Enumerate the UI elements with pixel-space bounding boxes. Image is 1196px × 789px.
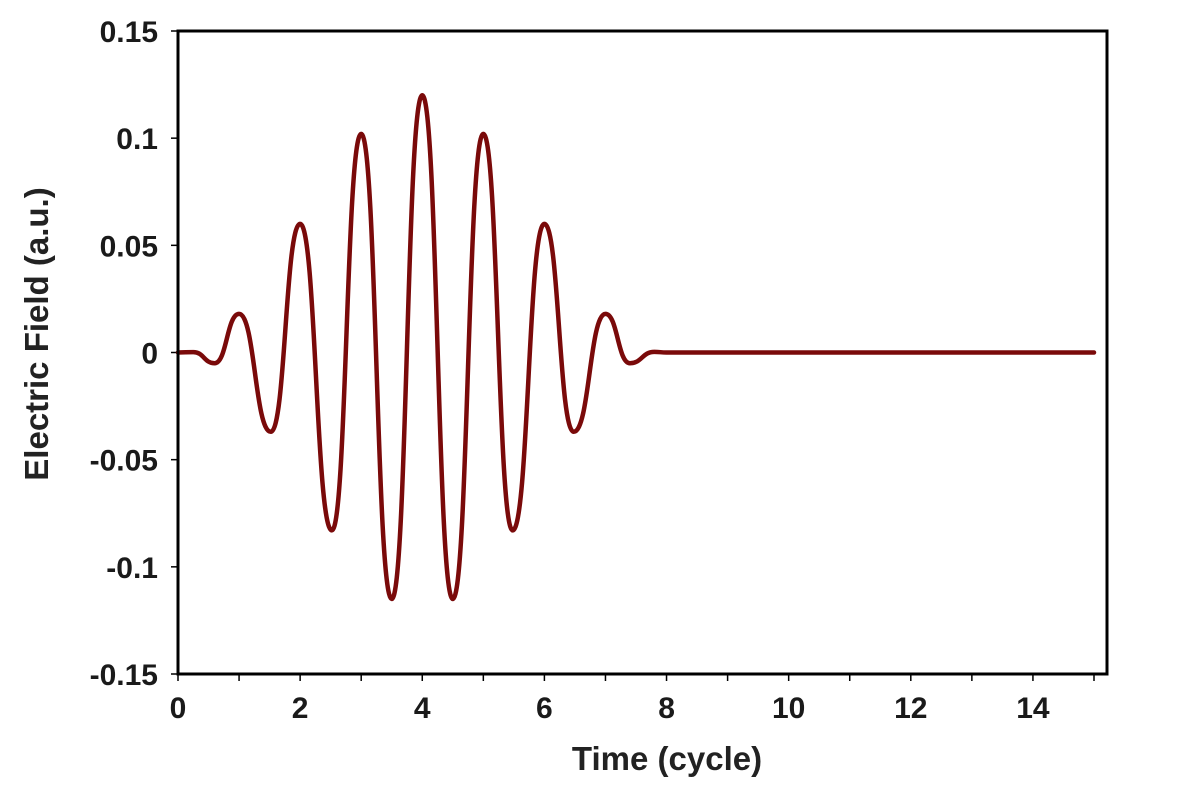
x-tick-label: 0 bbox=[170, 692, 187, 725]
y-tick-label: -0.05 bbox=[90, 445, 158, 478]
y-tick-label: 0 bbox=[141, 338, 158, 371]
y-axis-label: Electric Field (a.u.) bbox=[18, 187, 55, 480]
x-axis-tick-labels: 0 2 4 6 8 10 12 14 bbox=[170, 692, 1050, 725]
x-axis-label: Time (cycle) bbox=[572, 740, 762, 777]
x-tick-label: 12 bbox=[894, 692, 927, 725]
y-tick-label: -0.15 bbox=[90, 659, 158, 692]
y-tick-label: 0.05 bbox=[100, 230, 158, 263]
x-tick-label: 4 bbox=[414, 692, 431, 725]
x-tick-label: 14 bbox=[1016, 692, 1050, 725]
plot-frame bbox=[176, 29, 1109, 676]
x-tick-label: 8 bbox=[658, 692, 675, 725]
y-tick-label: 0.15 bbox=[100, 16, 158, 49]
y-axis-tick-labels: 0.15 0.1 0.05 0 -0.05 -0.1 -0.15 bbox=[90, 16, 158, 692]
y-tick-label: 0.1 bbox=[116, 123, 158, 156]
x-tick-label: 10 bbox=[772, 692, 805, 725]
series-line bbox=[175, 93, 1097, 602]
y-tick-label: -0.1 bbox=[106, 552, 158, 585]
x-tick-label: 2 bbox=[292, 692, 309, 725]
series-layer bbox=[175, 93, 1097, 602]
x-tick-label: 6 bbox=[536, 692, 553, 725]
